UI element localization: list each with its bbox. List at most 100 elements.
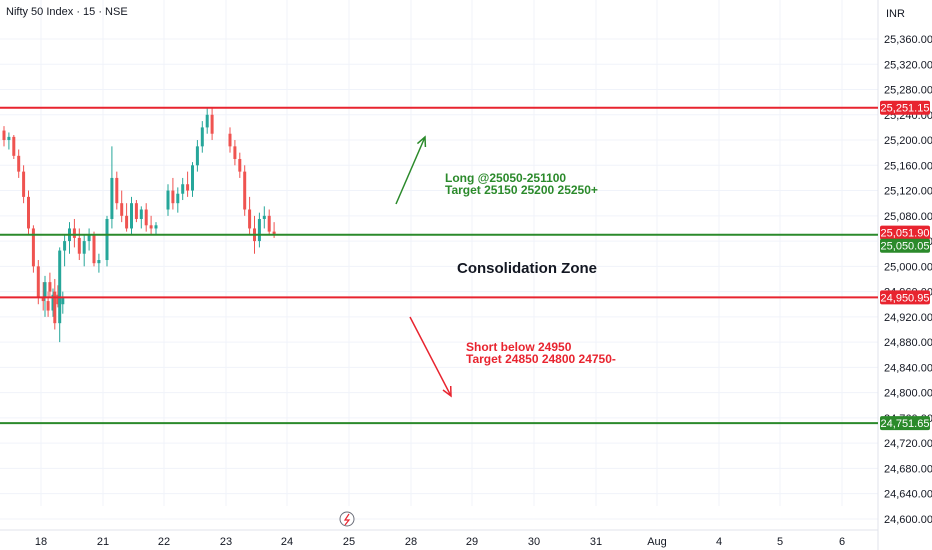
x-tick-label: 25: [343, 536, 355, 548]
candle-body: [97, 260, 101, 264]
candle-body: [233, 146, 237, 159]
short-arrow: [409, 316, 452, 397]
y-tick-label: 25,200.00: [884, 135, 932, 147]
candle-body: [149, 225, 153, 229]
price-tag: [880, 100, 930, 115]
candle-body: [262, 215, 266, 219]
y-tick-label: 24,680.00: [884, 463, 932, 475]
candle-body: [105, 218, 109, 261]
y-tick-label: 25,320.00: [884, 59, 932, 71]
y-tick-label: 25,160.00: [884, 160, 932, 172]
candle-body: [56, 294, 60, 305]
candle-body: [46, 301, 50, 311]
candle-body: [267, 215, 271, 232]
candle-body: [243, 171, 247, 210]
price-tag: [880, 416, 930, 431]
candle-body: [12, 136, 16, 156]
x-tick-label: 29: [466, 536, 478, 548]
y-tick-label: 25,080.00: [884, 211, 932, 223]
x-tick-label: 23: [220, 536, 232, 548]
price-tag-label: 24,751.65: [881, 418, 930, 430]
lightning-icon[interactable]: [339, 511, 355, 527]
candle-body: [257, 218, 261, 242]
candle-body: [186, 184, 190, 191]
candle-body: [144, 209, 148, 226]
candle-body: [171, 190, 175, 204]
x-tick-label: 18: [35, 536, 47, 548]
x-tick-label: 22: [158, 536, 170, 548]
candle-body: [191, 165, 194, 191]
x-tick-label: 28: [405, 536, 417, 548]
x-tick-label: 5: [777, 536, 783, 548]
candle-body: [176, 193, 180, 204]
price-tag: [880, 225, 930, 240]
price-tag-label: 25,051.90: [881, 228, 930, 240]
y-tick-label: 24,800.00: [884, 388, 932, 400]
candle-body: [82, 241, 86, 254]
candle-body: [272, 231, 276, 235]
candle-body: [17, 155, 21, 172]
candle-body: [36, 266, 40, 298]
long-text-line1: Long @25050-251100: [445, 171, 566, 185]
candle-body: [87, 234, 91, 242]
short-text-line1: Short below 24950: [466, 340, 572, 354]
candle-body: [134, 203, 138, 219]
candle-body: [22, 171, 26, 197]
y-tick-label: 24,600.00: [884, 514, 932, 526]
candle-body: [195, 146, 199, 166]
candle-body: [72, 228, 76, 238]
long-arrow-head: [416, 135, 427, 148]
candle-body: [77, 237, 81, 254]
price-tag-label: 25,251.15: [881, 103, 930, 115]
candle-body: [166, 190, 170, 210]
candle-body: [31, 228, 35, 267]
y-tick-label: 25,120.00: [884, 186, 932, 198]
y-tick-label: 25,000.00: [884, 261, 932, 273]
candle-body: [27, 196, 30, 229]
candle-body: [181, 184, 185, 194]
candle-body: [110, 177, 114, 219]
candle-body: [63, 241, 67, 251]
candle-body: [139, 209, 143, 219]
x-tick-label: 24: [281, 536, 293, 548]
y-tick-label: 24,640.00: [884, 489, 932, 501]
price-tag-label: 24,950.95: [881, 292, 930, 304]
candle-body: [58, 250, 62, 324]
lightning-bolt-icon: [343, 513, 351, 526]
candle-body: [7, 136, 11, 141]
candle-body: [115, 177, 119, 204]
candle-body: [120, 203, 124, 216]
currency-label[interactable]: INR: [886, 8, 905, 20]
y-tick-label: 24,720.00: [884, 438, 932, 450]
candle-body: [228, 133, 232, 147]
y-tick-label: 24,840.00: [884, 362, 932, 374]
long-arrow: [395, 136, 426, 205]
candle-body: [53, 291, 57, 324]
candle-body: [41, 297, 45, 302]
x-tick-label: 4: [716, 536, 722, 548]
candle-body: [248, 209, 252, 229]
candle-body: [154, 225, 158, 229]
short-arrow-head: [442, 385, 452, 398]
candle-body: [210, 114, 214, 134]
price-tag: [880, 290, 930, 305]
x-tick-label: 31: [590, 536, 602, 548]
candle-body: [48, 282, 52, 292]
chart-title: Nifty 50 Index · 15 · NSE: [6, 6, 128, 18]
price-tag: [880, 238, 930, 253]
x-tick-label: Aug: [647, 536, 667, 548]
x-tick-label: 30: [528, 536, 540, 548]
candle-body: [51, 294, 55, 311]
y-tick-label: 25,360.00: [884, 34, 932, 46]
short-text-line2: Target 24850 24800 24750-: [466, 352, 616, 366]
zone-label: Consolidation Zone: [457, 260, 597, 277]
y-tick-label: 24,920.00: [884, 312, 932, 324]
x-tick-label: 21: [97, 536, 109, 548]
y-tick-label: 25,280.00: [884, 85, 932, 97]
long-text-line2: Target 25150 25200 25250+: [445, 183, 598, 197]
price-tag-label: 25,050.05: [881, 241, 930, 253]
candle-body: [43, 282, 47, 298]
candle-body: [125, 215, 129, 229]
candle-body: [130, 203, 133, 229]
